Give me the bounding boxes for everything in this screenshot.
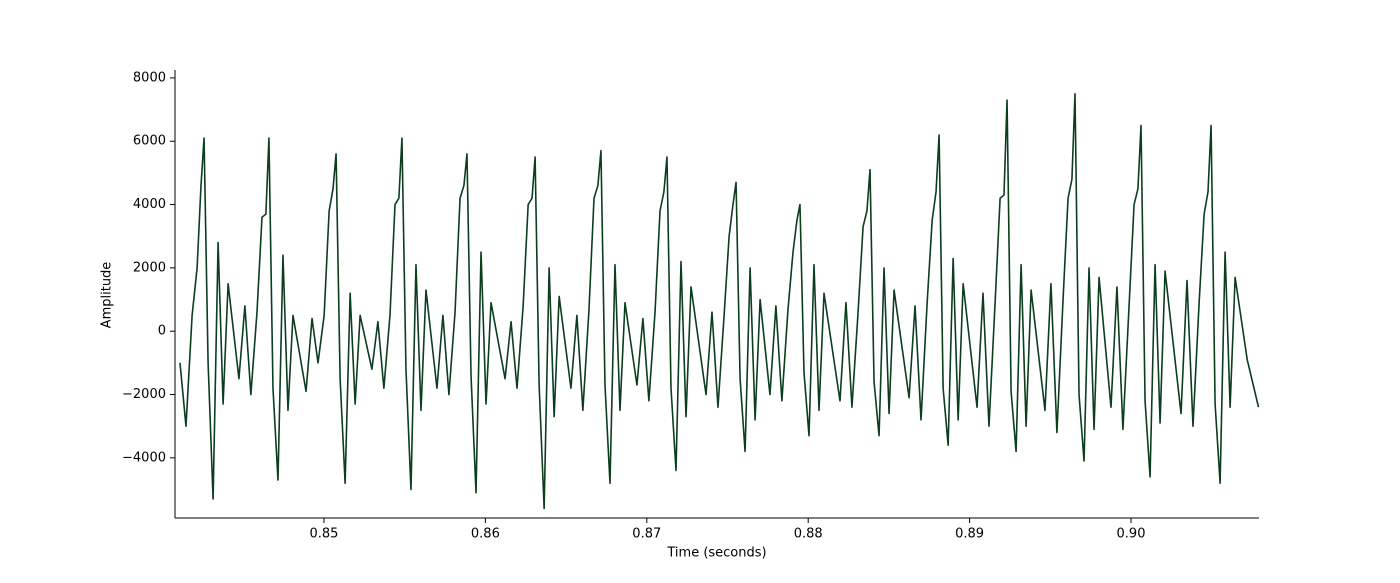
- x-tick-label: 0.89: [955, 527, 984, 542]
- waveform-line: [179, 92, 1260, 510]
- y-tick-label: 8000: [133, 70, 166, 85]
- y-tick-label: −4000: [122, 450, 166, 465]
- x-tick-label: 0.88: [794, 527, 823, 542]
- y-tick-label: 2000: [133, 260, 166, 275]
- x-tick-label: 0.85: [310, 527, 339, 542]
- y-axis-label: Amplitude: [100, 262, 115, 329]
- y-tick-label: 6000: [133, 134, 166, 149]
- y-tick-label: 0: [158, 324, 166, 339]
- x-tick-label: 0.90: [1117, 527, 1146, 542]
- x-axis-label: Time (seconds): [666, 546, 766, 561]
- y-tick-label: 4000: [133, 197, 166, 212]
- y-tick-label: −2000: [122, 387, 166, 402]
- x-tick-label: 0.87: [632, 527, 661, 542]
- x-tick-label: 0.86: [471, 527, 500, 542]
